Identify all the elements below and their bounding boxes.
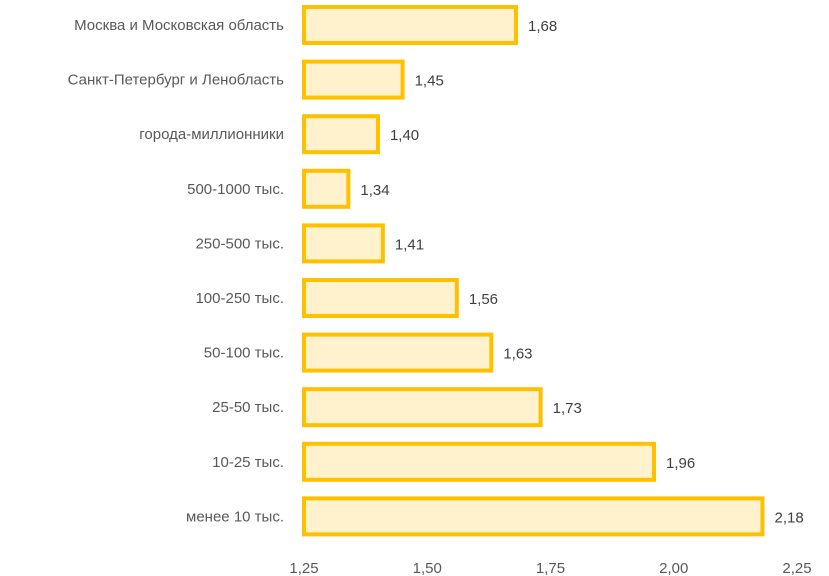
x-axis-tick-labels: 1,25 1,50 1,75 2,00 2,25	[289, 560, 811, 576]
category-label: 100-250 тыс.	[195, 290, 284, 307]
x-tick-label: 1,25	[289, 560, 318, 576]
bar	[302, 441, 657, 482]
category-labels: Москва и Московская область Санкт-Петерб…	[68, 17, 285, 525]
value-label: 1,41	[395, 236, 424, 253]
value-label: 1,73	[553, 400, 582, 417]
bar	[302, 496, 765, 537]
category-label: Москва и Московская область	[74, 17, 284, 34]
value-label: 2,18	[774, 509, 803, 526]
category-label: 25-50 тыс.	[212, 399, 284, 416]
bar	[302, 387, 543, 428]
category-label: Санкт-Петербург и Ленобласть	[68, 72, 285, 89]
value-label: 1,45	[415, 73, 444, 90]
category-label: менее 10 тыс.	[186, 508, 284, 525]
value-label: 1,34	[360, 182, 389, 199]
x-tick-label: 1,75	[536, 560, 565, 576]
category-label: 50-100 тыс.	[204, 345, 284, 362]
category-label: 10-25 тыс.	[212, 454, 284, 471]
value-label: 1,63	[503, 346, 532, 363]
category-label: города-миллионники	[139, 126, 284, 143]
x-tick-label: 2,25	[782, 560, 811, 576]
value-label: 1,96	[666, 455, 695, 472]
bar	[302, 332, 494, 373]
value-label: 1,68	[528, 18, 557, 35]
category-label: 250-500 тыс.	[195, 235, 284, 252]
bar	[302, 168, 351, 209]
bar	[302, 59, 405, 100]
value-label: 1,40	[390, 127, 419, 144]
bar	[302, 5, 518, 45]
bar	[302, 278, 459, 318]
bar	[302, 114, 380, 155]
x-tick-label: 1,50	[413, 560, 442, 576]
bar	[302, 223, 385, 264]
bars	[302, 5, 765, 537]
value-label: 1,56	[469, 291, 498, 308]
x-tick-label: 2,00	[659, 560, 688, 576]
value-labels: 1,68 1,45 1,40 1,34 1,41 1,56 1,63 1,73 …	[360, 18, 803, 526]
category-label: 500-1000 тыс.	[187, 181, 284, 198]
